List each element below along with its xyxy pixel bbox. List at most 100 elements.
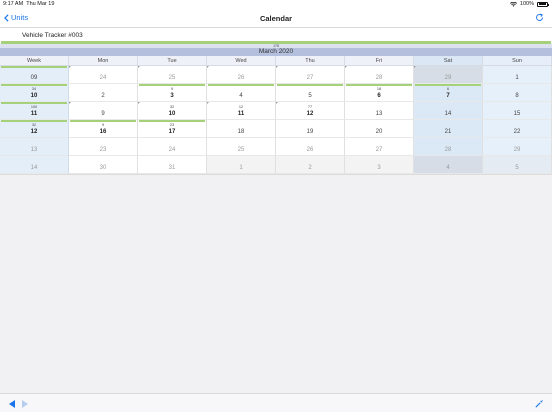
activity-count: 77 (307, 105, 313, 109)
day-number: 25 (168, 75, 176, 81)
status-right: 100% (509, 1, 549, 7)
day-cell[interactable]: 25 (207, 138, 276, 156)
day-cell[interactable]: 2 (276, 156, 345, 174)
calendar-grid: Week Mon Tue Wed Thu Fri Sat Sun 09 24 25 26 27 28 29 1… (0, 56, 552, 174)
day-number: 23 (99, 147, 107, 153)
day-cell[interactable]: 77 12 (276, 102, 345, 120)
day-cell[interactable]: 31 (138, 156, 207, 174)
day-cell[interactable]: 21 (414, 120, 483, 138)
activity-count: 32 (169, 105, 175, 109)
status-time: 9:17 AM (3, 1, 24, 7)
day-cell[interactable]: 12 11 (207, 102, 276, 120)
day-cell[interactable]: 27 (276, 66, 345, 84)
column-header-week: Week (0, 56, 69, 66)
week-cell[interactable]: 09 (0, 66, 69, 84)
day-cell[interactable]: 26 (207, 66, 276, 84)
total-bar (1, 41, 551, 44)
day-cell[interactable]: 5 (276, 84, 345, 102)
wrench-icon[interactable] (535, 399, 544, 408)
day-cell[interactable]: 22 (483, 120, 552, 138)
prev-icon[interactable] (9, 400, 15, 408)
status-bar: 9:17 AM Thu Mar 19 100% (0, 0, 552, 9)
day-cell[interactable]: 20 (345, 120, 414, 138)
activity-count: 100 (30, 105, 38, 109)
day-cell[interactable]: 5 (483, 156, 552, 174)
corner-marker-icon (207, 66, 209, 68)
week-number: 09 (30, 75, 38, 81)
day-cell[interactable]: 25 (138, 66, 207, 84)
week-cell[interactable]: 13 (0, 138, 69, 156)
day-cell[interactable]: 1 (207, 156, 276, 174)
day-cell[interactable]: 1 (483, 66, 552, 84)
day-cell[interactable]: 32 10 (138, 102, 207, 120)
week-cell[interactable]: 32 12 (0, 120, 69, 138)
day-cell[interactable]: 4 (414, 156, 483, 174)
activity-count: 32 (31, 123, 37, 127)
week-cell[interactable]: 14 (0, 156, 69, 174)
column-header-wed: Wed (207, 56, 276, 66)
activity-bar (1, 84, 67, 86)
back-button[interactable]: Units (4, 13, 28, 22)
day-number: 1 (515, 75, 519, 81)
column-header-sat: Sat (414, 56, 483, 66)
day-number: 16 (99, 129, 107, 135)
day-cell[interactable]: 26 (276, 138, 345, 156)
day-cell[interactable]: 14 (414, 102, 483, 120)
week-cell[interactable]: 100 11 (0, 102, 69, 120)
week-number: 10 (30, 93, 38, 99)
corner-marker-icon (207, 102, 209, 104)
activity-bar (139, 84, 205, 86)
activity-count: 6 (446, 87, 450, 91)
day-cell[interactable]: 24 (69, 66, 138, 84)
day-number: 17 (168, 129, 176, 135)
day-cell[interactable]: 4 (207, 84, 276, 102)
day-cell[interactable]: 9 (69, 102, 138, 120)
refresh-icon[interactable] (535, 13, 544, 22)
day-number: 7 (446, 93, 450, 99)
day-cell[interactable]: 2 (69, 84, 138, 102)
day-cell[interactable]: 28 (345, 66, 414, 84)
day-cell[interactable]: 29 (414, 66, 483, 84)
activity-bar (139, 120, 205, 122)
day-number: 27 (306, 75, 314, 81)
day-cell[interactable]: 18 (207, 120, 276, 138)
day-number: 1 (239, 165, 243, 171)
day-cell[interactable]: 13 (345, 102, 414, 120)
activity-count: 18 (376, 87, 382, 91)
day-number: 26 (306, 147, 314, 153)
day-cell[interactable]: 24 (138, 138, 207, 156)
corner-marker-icon (276, 66, 278, 68)
day-cell[interactable]: 18 6 (345, 84, 414, 102)
total-count: 178 (0, 44, 552, 48)
day-number: 29 (444, 75, 452, 81)
day-cell[interactable]: 23 17 (138, 120, 207, 138)
corner-marker-icon (69, 66, 71, 68)
day-cell[interactable]: 23 (69, 138, 138, 156)
day-cell[interactable]: 29 (483, 138, 552, 156)
activity-bar (70, 120, 136, 122)
column-header-sun: Sun (483, 56, 552, 66)
day-cell[interactable]: 28 (414, 138, 483, 156)
corner-marker-icon (345, 66, 347, 68)
day-cell[interactable]: 19 (276, 120, 345, 138)
activity-bar (1, 66, 67, 68)
activity-count: 34 (31, 87, 37, 91)
day-number: 26 (237, 75, 245, 81)
day-number: 6 (377, 93, 381, 99)
day-cell[interactable]: 15 (483, 102, 552, 120)
day-cell[interactable]: 8 (483, 84, 552, 102)
day-cell[interactable]: 9 16 (69, 120, 138, 138)
day-cell[interactable]: 3 (345, 156, 414, 174)
column-header-thu: Thu (276, 56, 345, 66)
nav-bar: Units Calendar (0, 9, 552, 28)
week-cell[interactable]: 34 10 (0, 84, 69, 102)
day-number: 2 (101, 93, 105, 99)
day-number: 13 (375, 111, 383, 117)
day-cell[interactable]: 27 (345, 138, 414, 156)
day-number: 14 (444, 111, 452, 117)
day-cell[interactable]: 30 (69, 156, 138, 174)
wifi-icon (509, 1, 517, 7)
next-icon[interactable] (22, 400, 28, 408)
